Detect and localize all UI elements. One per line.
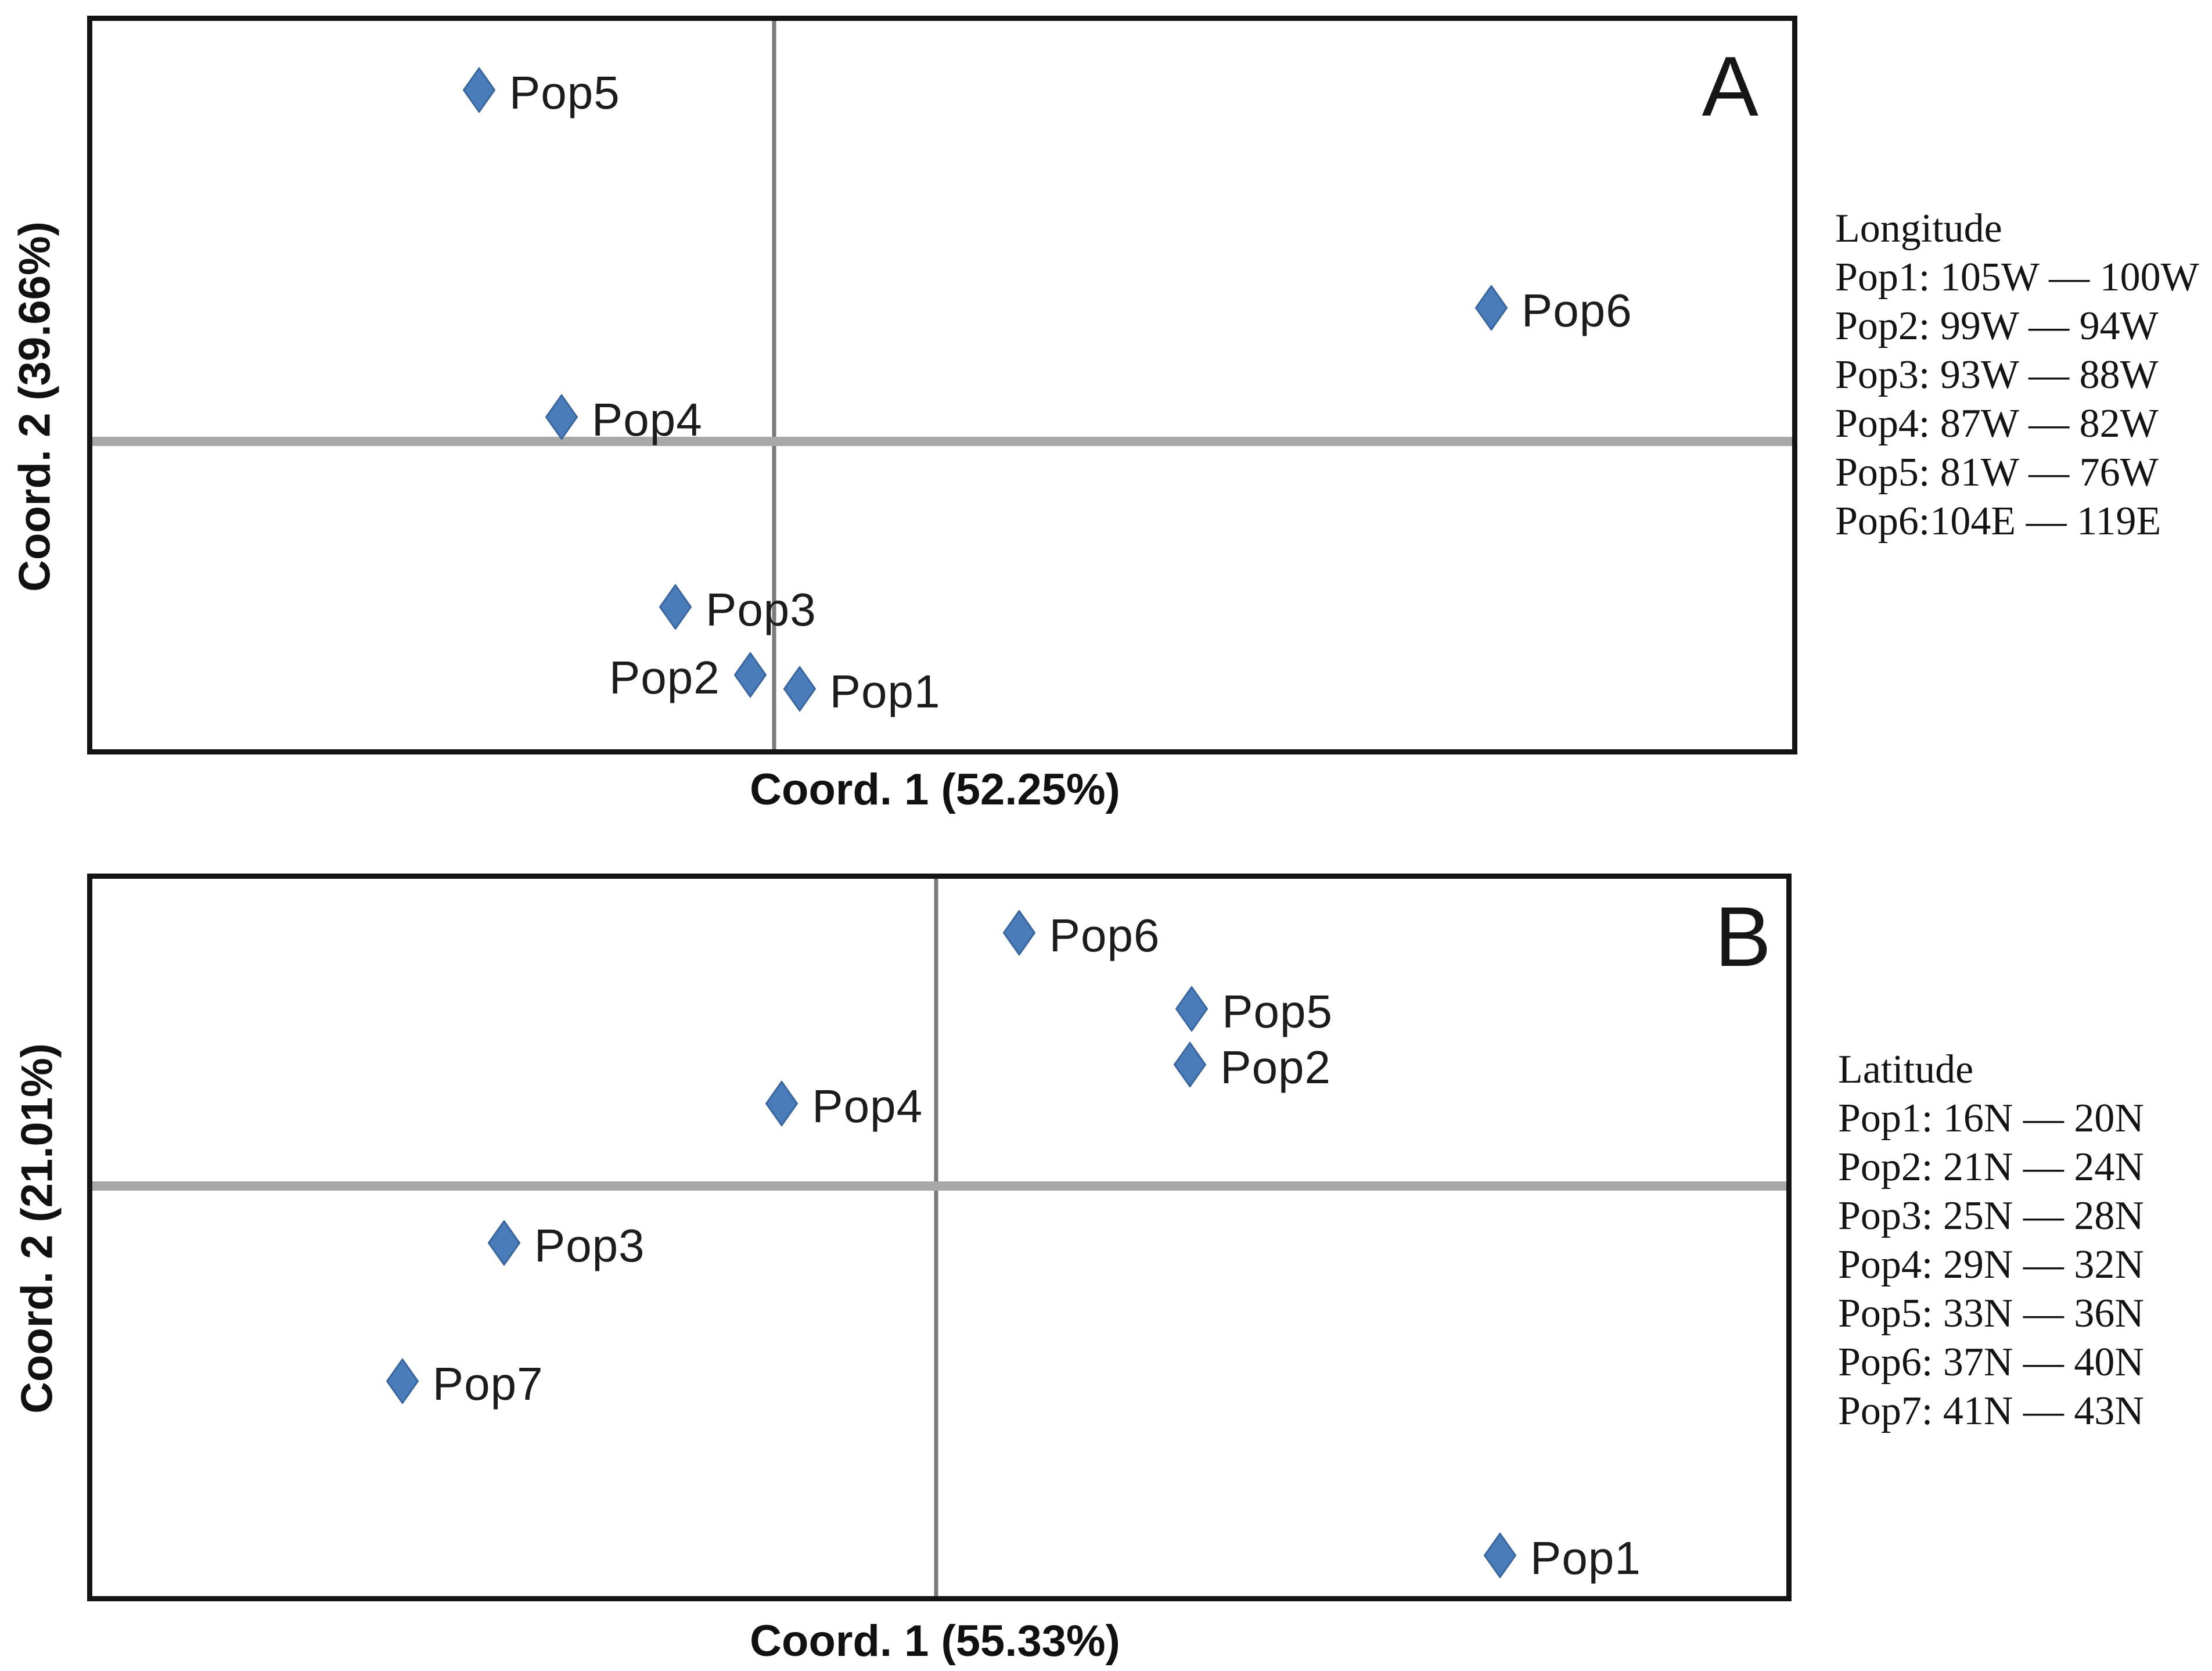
panel-letter-a: A [1702, 39, 1758, 134]
point-label: Pop4 [591, 394, 703, 446]
diamond-marker-icon [545, 394, 578, 440]
legend-entry: Pop6:104E — 119E [1835, 499, 2161, 544]
legend-entries: Pop1: 105W — 100W Pop2: 99W — 94W Pop3: 93… [1835, 253, 2199, 546]
point-label: Pop7 [432, 1357, 544, 1410]
quadrant-divider-vertical [934, 879, 938, 1596]
legend-entry: Pop6: 37N — 40N [1838, 1340, 2144, 1385]
legend-entry: Pop1: 105W — 100W [1835, 255, 2199, 300]
y-axis-label-a: Coord. 2 (39.66%) [10, 221, 60, 592]
diamond-marker-icon [783, 666, 816, 711]
diamond-marker-icon [1174, 1041, 1207, 1087]
x-axis-label-a: Coord. 1 (52.25%) [750, 765, 1120, 814]
diamond-marker-icon [733, 652, 767, 698]
panel-letter-b: B [1714, 889, 1771, 984]
quadrant-divider-horizontal [92, 436, 1792, 446]
point-label: Pop6 [1049, 909, 1160, 961]
diamond-marker-icon [1002, 910, 1035, 955]
point-label: Pop5 [509, 67, 620, 119]
legend-title: Latitude [1838, 1047, 1974, 1092]
point-label: Pop2 [1220, 1041, 1332, 1093]
y-axis-label-b: Coord. 2 (21.01%) [12, 1043, 62, 1414]
legend-title: Longitude [1835, 206, 2002, 251]
point-label: Pop4 [812, 1080, 923, 1132]
point-label: Pop5 [1222, 985, 1333, 1037]
legend-latitude: Latitude Pop1: 16N — 20N Pop2: 21N — 24N P… [1838, 1045, 2144, 1436]
point-label: Pop1 [1530, 1532, 1641, 1584]
legend-entry: Pop1: 16N — 20N [1838, 1096, 2144, 1141]
legend-entry: Pop2: 21N — 24N [1838, 1145, 2144, 1190]
quadrant-divider-vertical [772, 21, 776, 749]
point-label: Pop2 [609, 652, 720, 704]
diamond-marker-icon [1175, 986, 1208, 1032]
legend-entry: Pop5: 81W — 76W [1835, 450, 2159, 495]
point-label: Pop3 [705, 584, 817, 636]
legend-entry: Pop4: 29N — 32N [1838, 1242, 2144, 1287]
point-label: Pop1 [829, 665, 941, 717]
diamond-marker-icon [765, 1080, 799, 1126]
diamond-marker-icon [462, 67, 495, 113]
x-axis-label-b: Coord. 1 (55.33%) [750, 1616, 1120, 1666]
legend-entry: Pop5: 33N — 36N [1838, 1291, 2144, 1336]
point-label: Pop3 [534, 1220, 645, 1272]
legend-entry: Pop4: 87W — 82W [1835, 401, 2159, 446]
legend-longitude: Longitude Pop1: 105W — 100W Pop2: 99W — 9… [1835, 204, 2199, 546]
diamond-marker-icon [1474, 285, 1508, 331]
diamond-marker-icon [659, 584, 692, 630]
scatter-plot-a: A Pop5 Pop6 Pop4 Pop3 Pop2 Pop1 [87, 16, 1797, 754]
diamond-marker-icon [487, 1220, 520, 1266]
scatter-plot-b: B Pop6 Pop5 Pop2 Pop4 Pop3 Pop7 Pop1 [87, 874, 1792, 1601]
legend-entry: Pop3: 93W — 88W [1835, 353, 2159, 397]
point-label: Pop6 [1521, 285, 1632, 337]
diamond-marker-icon [386, 1358, 419, 1404]
legend-entry: Pop3: 25N — 28N [1838, 1194, 2144, 1238]
quadrant-divider-horizontal [92, 1181, 1786, 1191]
diamond-marker-icon [1484, 1532, 1517, 1578]
legend-entry: Pop7: 41N — 43N [1838, 1389, 2144, 1433]
legend-entries: Pop1: 16N — 20N Pop2: 21N — 24N Pop3: 25N … [1838, 1094, 2144, 1436]
legend-entry: Pop2: 99W — 94W [1835, 304, 2159, 348]
